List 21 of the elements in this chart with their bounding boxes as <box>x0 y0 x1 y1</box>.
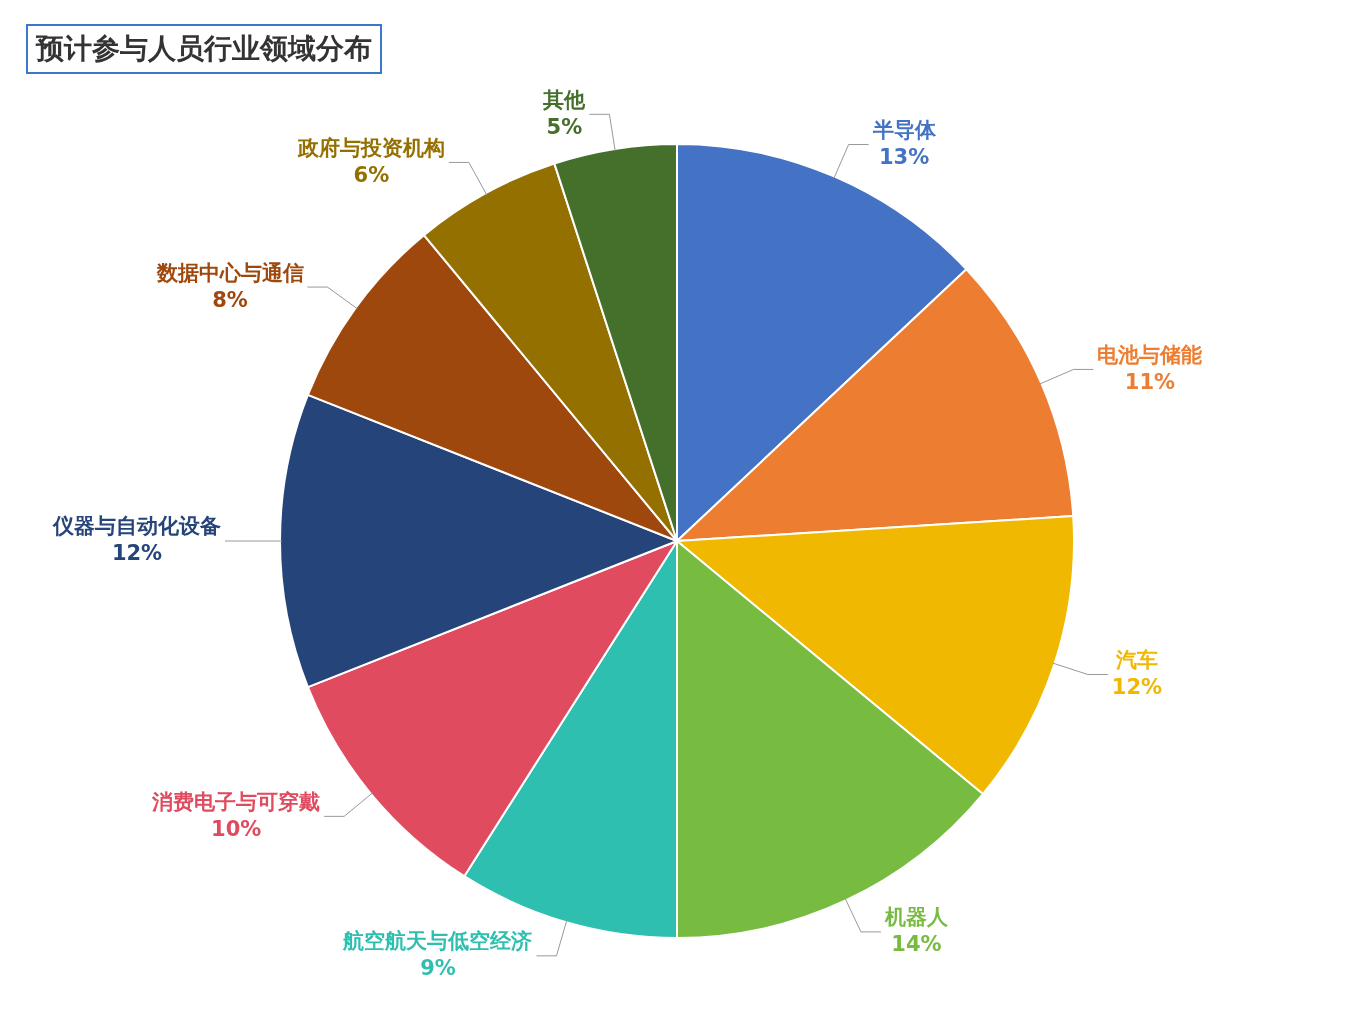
slice-label: 汽车 <box>1114 647 1158 672</box>
slice-label: 政府与投资机构 <box>296 135 445 160</box>
slice-label: 仪器与自动化设备 <box>52 514 221 539</box>
data-label: 12% <box>1111 674 1163 699</box>
data-label: 9% <box>420 956 456 981</box>
slice-label: 航空航天与低空经济 <box>342 929 533 954</box>
data-label: 13% <box>878 144 930 169</box>
slice-label: 电池与储能 <box>1097 342 1203 367</box>
data-label: 14% <box>891 932 942 957</box>
data-label: 11% <box>1124 369 1176 394</box>
data-label: 6% <box>353 162 390 187</box>
data-label: 12% <box>111 541 163 566</box>
slice-label: 半导体 <box>871 117 937 142</box>
chart-title: 预计参与人员行业领域分布 <box>26 24 382 74</box>
slice-label: 数据中心与通信 <box>155 260 304 285</box>
slice-label: 机器人 <box>883 905 949 930</box>
slice-label: 消费电子与可穿戴 <box>151 789 321 814</box>
slice-label: 其他 <box>542 87 587 112</box>
data-label: 10% <box>211 816 262 841</box>
data-label: 5% <box>546 114 583 139</box>
data-label: 8% <box>212 287 248 312</box>
